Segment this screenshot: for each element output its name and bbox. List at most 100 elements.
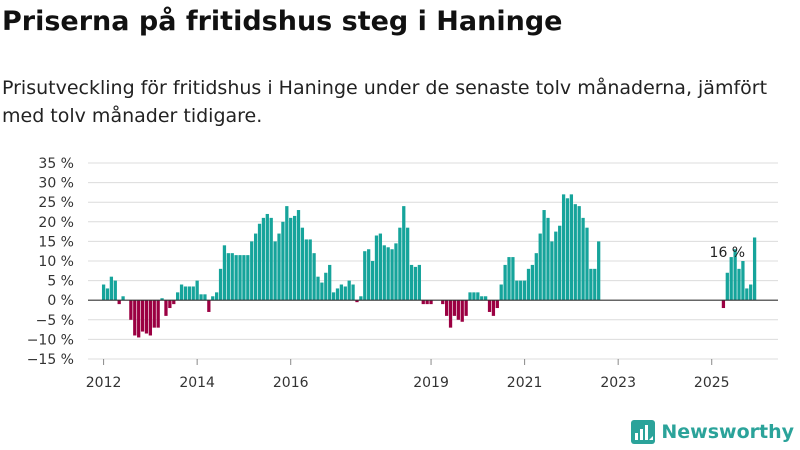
bar (222, 245, 227, 301)
bar (441, 300, 445, 305)
bar (749, 284, 753, 301)
bar (522, 280, 527, 301)
tick-labels: −15 % −10 % −5 % 0 % 5 % 10 % 15 % 20 % 25 % 30 %… (27, 156, 745, 390)
bar (530, 264, 535, 301)
bar (417, 264, 421, 301)
bar-chart: −15 % −10 % −5 % 0 % 5 % 10 % 15 % 20 % 25 % 30 %… (27, 156, 778, 390)
bar (281, 221, 285, 301)
bar (394, 243, 398, 301)
bar (195, 280, 199, 301)
bar (569, 194, 574, 301)
y-tick-label: −10 % (27, 332, 74, 348)
bar (230, 253, 234, 301)
bar (343, 286, 347, 301)
bar (729, 257, 733, 301)
bar (129, 300, 133, 320)
bar (191, 286, 195, 301)
bar (378, 233, 383, 301)
bar (296, 210, 301, 301)
y-tick-label: −15 % (27, 352, 74, 368)
bar (144, 300, 149, 334)
bar (480, 296, 484, 301)
x-tick-label: 2016 (273, 375, 309, 390)
bar (503, 264, 507, 301)
bar (113, 280, 117, 301)
bar (476, 292, 480, 301)
bar (390, 249, 394, 301)
bar (289, 217, 293, 301)
bar (413, 266, 418, 301)
bar (483, 296, 488, 301)
bar (581, 217, 585, 301)
bar (561, 194, 566, 301)
bar (534, 253, 538, 301)
bar (179, 284, 184, 301)
bar (460, 300, 464, 322)
bar (328, 264, 332, 301)
bar (363, 251, 367, 301)
bar (215, 292, 219, 301)
bar (292, 215, 297, 301)
bar (573, 204, 577, 301)
gridlines (88, 162, 778, 360)
bar (511, 257, 515, 301)
bar (148, 300, 153, 336)
y-tick-label: 15 % (38, 234, 74, 250)
bar (312, 253, 316, 301)
bar (382, 245, 386, 301)
bar (550, 241, 554, 301)
bar (300, 227, 305, 301)
bar (172, 300, 176, 305)
bar (320, 282, 324, 301)
x-tick-label: 2021 (507, 375, 543, 390)
bar (324, 272, 328, 301)
bar (164, 300, 168, 316)
bar (246, 255, 250, 301)
bar (133, 300, 137, 336)
bar (585, 227, 589, 301)
bar (226, 253, 230, 301)
bar (421, 300, 425, 305)
bar (308, 239, 312, 301)
bar (269, 217, 273, 301)
bar (409, 264, 414, 301)
x-tick-label: 2019 (413, 375, 449, 390)
bar (402, 206, 406, 301)
bar (199, 294, 203, 301)
bar (398, 227, 402, 301)
bar (304, 239, 308, 301)
y-tick-label: 5 % (47, 274, 74, 290)
data-label: 16 % (710, 245, 746, 261)
bar (519, 280, 523, 301)
bar (347, 280, 351, 301)
bar (546, 217, 550, 301)
brand-logo: Newsworthy (631, 420, 794, 444)
bar (538, 233, 542, 301)
x-tick-label: 2023 (600, 375, 636, 390)
bar (359, 296, 363, 301)
bar (168, 300, 172, 309)
bar (515, 280, 519, 301)
y-tick-label: 20 % (38, 215, 74, 231)
bar (238, 255, 242, 301)
bar (105, 288, 110, 301)
bar (733, 249, 737, 301)
bar (721, 300, 726, 309)
bar (542, 210, 546, 301)
bar (121, 296, 125, 301)
bar (211, 296, 215, 301)
bar (406, 227, 410, 301)
bar (273, 241, 277, 301)
y-tick-label: 0 % (47, 293, 74, 309)
bar (464, 300, 468, 316)
chart-title: Priserna på fritidshus steg i Haninge (2, 6, 563, 37)
bar (374, 235, 379, 301)
bar (491, 300, 496, 316)
bar (554, 231, 558, 301)
bar (140, 300, 145, 332)
y-tick-label: −5 % (36, 313, 74, 329)
bar (577, 206, 581, 301)
bar (468, 292, 472, 301)
bar (487, 300, 492, 312)
bar (257, 223, 262, 301)
